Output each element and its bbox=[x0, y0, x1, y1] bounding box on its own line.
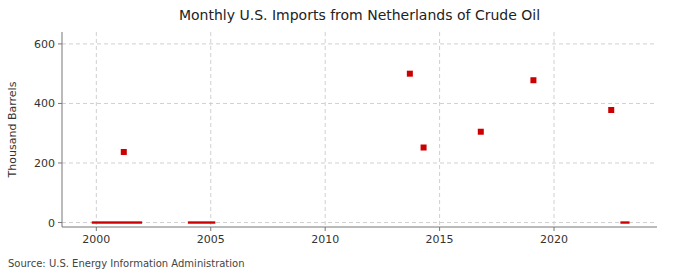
scatter-point bbox=[608, 107, 614, 113]
y-grid-line bbox=[62, 162, 657, 163]
x-tick bbox=[439, 227, 440, 231]
y-axis-label: Thousand Barrels bbox=[6, 81, 19, 178]
x-tick bbox=[325, 227, 326, 231]
y-tick-label: 0 bbox=[48, 217, 55, 230]
y-tick bbox=[58, 103, 62, 104]
x-tick bbox=[210, 227, 211, 231]
x-grid-line bbox=[210, 32, 211, 227]
x-tick-label: 2005 bbox=[197, 233, 225, 246]
x-tick bbox=[96, 227, 97, 231]
y-grid-line bbox=[62, 103, 657, 104]
y-grid-line bbox=[62, 222, 657, 223]
axes: 2000 2005 2010 2015 2020 0 200 400 600 bbox=[34, 32, 657, 246]
source-note: Source: U.S. Energy Information Administ… bbox=[8, 258, 245, 269]
grid bbox=[62, 32, 657, 227]
y-tick bbox=[58, 222, 62, 223]
x-grid-line bbox=[554, 32, 555, 227]
title: Monthly U.S. Imports from Netherlands of… bbox=[179, 7, 540, 23]
near-zero-span bbox=[92, 221, 142, 223]
scatter-point bbox=[121, 149, 127, 155]
data-marks bbox=[92, 71, 630, 224]
near-zero-span bbox=[620, 221, 629, 223]
y-grid-line bbox=[62, 43, 657, 44]
x-axis-line bbox=[62, 227, 657, 228]
y-tick-label: 600 bbox=[34, 38, 55, 51]
chart-container: Monthly U.S. Imports from Netherlands of… bbox=[0, 0, 675, 275]
y-axis-line bbox=[62, 32, 63, 227]
x-tick-label: 2015 bbox=[426, 233, 454, 246]
y-tick bbox=[58, 43, 62, 44]
x-grid-line bbox=[96, 32, 97, 227]
y-tick-label: 400 bbox=[34, 97, 55, 110]
x-tick-label: 2000 bbox=[82, 233, 110, 246]
y-tick-label: 200 bbox=[34, 157, 55, 170]
near-zero-span bbox=[188, 221, 215, 223]
y-tick bbox=[58, 162, 62, 163]
x-tick-label: 2020 bbox=[540, 233, 568, 246]
chart-svg: Monthly U.S. Imports from Netherlands of… bbox=[0, 0, 675, 275]
x-grid-line bbox=[325, 32, 326, 227]
x-tick bbox=[554, 227, 555, 231]
page: {"chart_data": {"type": "scatter", "titl… bbox=[0, 0, 675, 275]
x-tick-label: 2010 bbox=[311, 233, 339, 246]
scatter-point bbox=[421, 145, 427, 151]
scatter-point bbox=[478, 129, 484, 135]
x-grid-line bbox=[439, 32, 440, 227]
scatter-point bbox=[530, 77, 536, 83]
scatter-point bbox=[407, 71, 413, 77]
